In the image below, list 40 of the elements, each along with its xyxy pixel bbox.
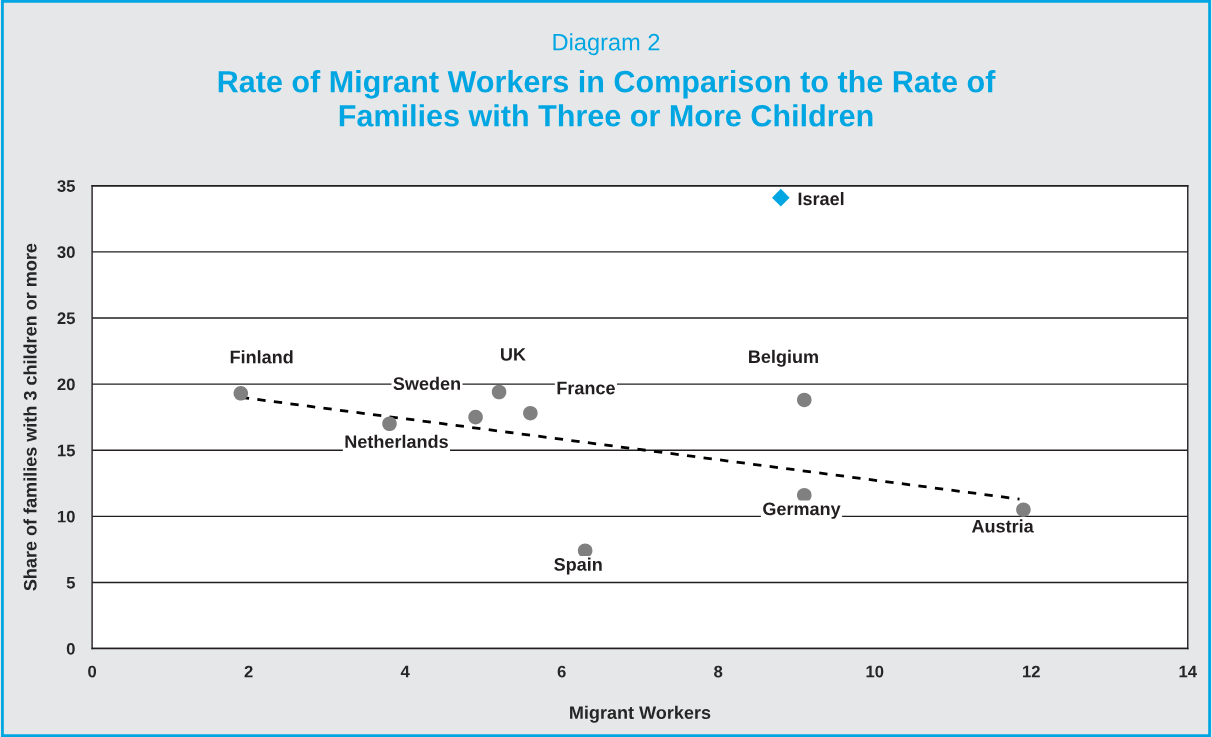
x-tick-label: 10 [866,665,884,678]
x-tick-label: 4 [400,665,410,678]
point [491,384,507,400]
point [772,188,790,207]
x-tick-label: 6 [557,665,566,678]
annotation: Spain [554,557,602,575]
x-axis-title: Migrant Workers [570,705,711,723]
x-tick-label: 8 [714,665,723,678]
x-tick-label: 14 [1179,665,1197,678]
annotation: Germany [763,502,841,519]
annotation: Finland [230,350,293,364]
x-tick-label: 12 [1023,665,1040,678]
annotation: UK [501,348,526,361]
annotation: Sweden [393,376,460,391]
chart-subtitle: Diagram 2 [553,33,660,56]
annotation: Austria [971,519,1034,533]
y-tick-label: 35 [57,180,75,192]
annotation: France [557,381,615,395]
annotation: Israel [798,191,844,206]
point [468,409,483,425]
point [382,416,397,432]
annotation: Netherlands [345,434,448,449]
point [797,392,812,408]
y-tick-label: 0 [66,642,75,655]
chart-title: Rate of Migrant Workers in Comparison to the Rate of Families with Three or More Children [218,70,996,127]
y-tick-label: 30 [57,246,75,259]
point [1016,502,1031,517]
point [233,386,249,401]
y-axis-title: Share of families with 3 children or more [23,243,37,591]
point [523,405,538,421]
y-tick-label: 20 [57,378,75,391]
annotation: Belgium [749,349,818,367]
y-tick-label: 15 [57,444,75,457]
point [797,487,812,503]
x-tick-label: 2 [244,665,253,678]
x-tick-label: 0 [88,665,97,678]
y-tick-label: 25 [57,312,75,325]
point [577,543,593,558]
y-tick-label: 5 [66,577,75,589]
y-tick-label: 10 [57,510,75,523]
